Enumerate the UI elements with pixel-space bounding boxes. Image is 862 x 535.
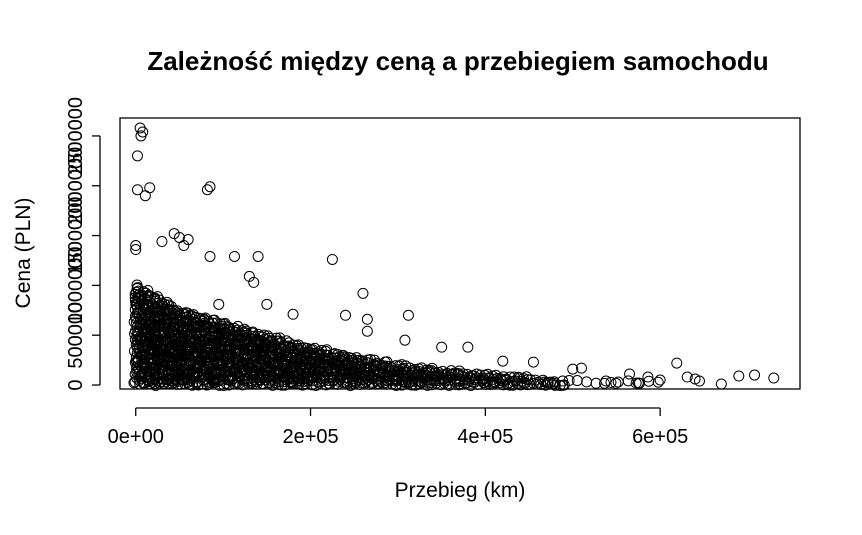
data-point [287,308,299,320]
data-point [768,372,780,384]
data-point [167,325,179,337]
data-point [142,284,154,296]
data-point [632,377,644,389]
data-point [361,313,373,325]
data-point [261,298,273,310]
data-point [227,370,239,382]
data-point [749,369,761,381]
data-point [180,357,192,369]
data-point [279,379,291,391]
data-point [517,373,529,385]
data-point [598,377,610,389]
data-point [548,377,560,389]
data-point [733,370,745,382]
data-point [642,371,654,383]
data-point [541,376,553,388]
data-point [178,240,190,252]
data-point [156,236,168,248]
data-point [654,374,666,386]
data-point [436,341,448,353]
data-point [715,378,727,390]
data-point [252,250,264,262]
data-point [182,234,194,246]
data-point [624,368,636,380]
data-point [525,374,537,386]
data-point [248,276,260,288]
data-point [228,250,240,262]
data-point [399,334,411,346]
y-axis-label: Cena (PLN) [12,198,35,309]
data-point [223,343,235,355]
data-point [204,181,216,193]
data-point [612,376,624,388]
y-tick-label: 500000 [65,302,87,369]
data-point [131,150,143,162]
data-point [652,376,664,388]
data-point [567,363,579,375]
x-axis: 0e+00 2e+05 4e+05 6e+05 [108,407,688,448]
x-tick-label: 0e+00 [108,426,164,448]
y-tick-label: 1000000 [65,246,87,324]
data-point [204,250,216,262]
data-point [340,309,352,321]
data-point [557,375,569,387]
data-point [201,184,213,196]
x-tick-label: 4e+05 [457,426,513,448]
data-point [243,270,255,282]
y-tick-label: 2000000 [65,147,87,225]
data-point [402,309,414,321]
data-point [497,355,509,367]
data-point [130,240,142,252]
data-point [130,244,142,256]
data-point [187,309,199,321]
data-point [216,321,228,333]
y-tick-label: 2500000 [65,97,87,175]
data-point [369,354,381,366]
data-point [600,375,612,387]
data-point [326,253,338,265]
data-point [131,184,143,196]
data-point [139,190,151,202]
data-point [563,375,575,387]
data-point [357,287,369,299]
data-point [575,362,587,374]
x-tick-label: 6e+05 [632,426,688,448]
data-point [531,378,543,390]
data-point [181,311,193,323]
data-point [361,325,373,337]
data-point [581,376,593,388]
data-point [693,375,705,387]
chart-title: Zależność między ceną a przebiegiem samo… [147,46,768,76]
data-point [527,356,539,368]
data-point [681,371,693,383]
data-point [605,376,617,388]
y-tick-label: 1500000 [65,197,87,275]
data-point [462,341,474,353]
data-point [213,298,225,310]
y-tick-label: 0 [65,379,87,390]
points-layer [128,122,780,392]
data-point [135,130,147,142]
data-point [671,357,683,369]
data-point [643,375,655,387]
x-axis-label: Przebieg (km) [395,479,526,502]
data-point [461,368,473,380]
x-tick-label: 2e+05 [282,426,338,448]
data-point [377,363,389,375]
data-point [208,314,220,326]
data-point [398,362,410,374]
plot-frame [119,117,801,390]
